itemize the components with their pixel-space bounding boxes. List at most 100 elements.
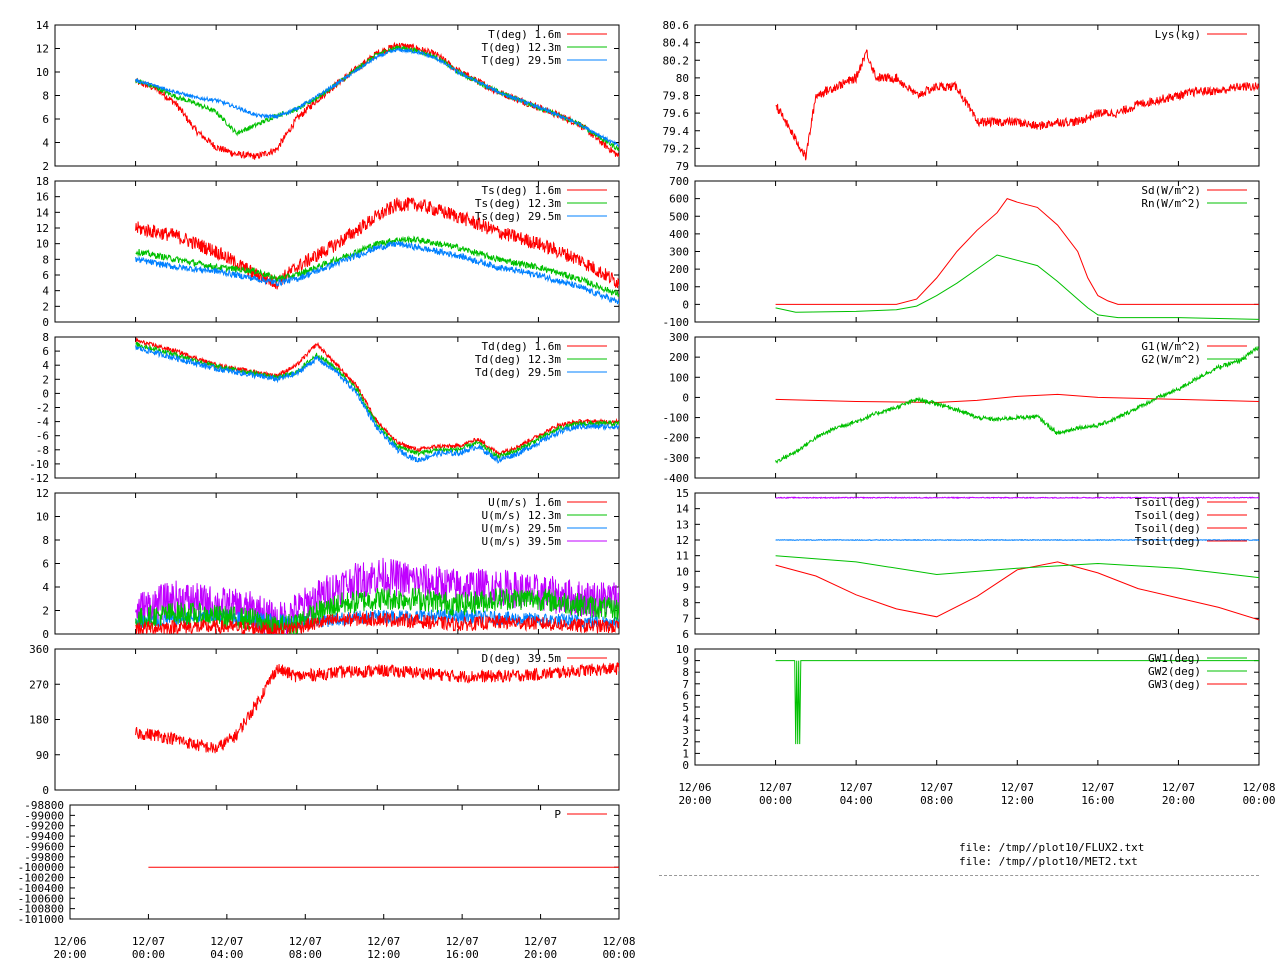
legend-label: G2(W/m^2) (1141, 353, 1201, 366)
x-tick-label-date: 12/07 (759, 781, 792, 794)
plot-frame (69, 804, 620, 920)
y-tick-label: 2 (42, 373, 49, 386)
y-tick-label: 80.2 (663, 54, 690, 67)
legend-label: D(deg) 39.5m (482, 652, 562, 665)
chart-tsoil: 6789101112131415Tsoil(deg)Tsoil(deg)Tsoi… (676, 487, 1260, 641)
series-line-red (775, 49, 1259, 161)
y-tick-label: 1 (682, 747, 689, 760)
y-tick-label: 11 (676, 550, 689, 563)
chart-rad: -100 0 100 200 300 400 500 600 700 Sd(W/m^2)Rn(W/… (663, 175, 1260, 329)
plot-frame (694, 336, 1260, 479)
y-tick-label: 8 (42, 90, 49, 103)
y-tick-label: 100 (669, 281, 689, 294)
y-tick-label: 600 (669, 193, 689, 206)
y-tick-label: 14 (36, 19, 50, 32)
y-tick-label: 10 (36, 66, 49, 79)
legend-label: T(deg) 12.3m (482, 41, 562, 54)
legend-label: Ts(deg) 1.6m (482, 184, 562, 197)
y-tick-label: 6 (42, 345, 49, 358)
y-tick-label: 400 (669, 228, 689, 241)
y-tick-label: -100000 (18, 861, 64, 874)
legend-label: GW3(deg) (1148, 678, 1201, 691)
legend-label: Ts(deg) 29.5m (475, 210, 561, 223)
y-tick-label: 13 (676, 518, 689, 531)
x-tick-label-time: 20:00 (1162, 794, 1195, 807)
x-tick-label-time: 04:00 (210, 948, 243, 960)
series-line-green (775, 660, 1259, 745)
y-tick-label: 80 (676, 72, 689, 85)
x-tick-label-time: 16:00 (1081, 794, 1114, 807)
x-tick-label-date: 12/07 (367, 935, 400, 948)
series-line-purple (775, 496, 1259, 500)
y-tick-label: -100400 (18, 882, 64, 895)
x-tick-label-date: 12/07 (210, 935, 243, 948)
series-line-green (135, 587, 619, 634)
series-line-red (135, 662, 619, 754)
y-tick-label: 3 (682, 724, 689, 737)
y-tick-label: 4 (42, 285, 49, 298)
legend-label: GW2(deg) (1148, 665, 1201, 678)
legend-label: Tsoil(deg) (1135, 509, 1201, 522)
file-label-met: file: /tmp//plot10/MET2.txt (959, 855, 1138, 868)
x-tick-label-date: 12/07 (840, 781, 873, 794)
series-line-green (135, 341, 619, 460)
chart-lys: 79 79.2 79.4 79.6 79.8 80 80.2 80.4 80.6 Lys(kg) (663, 19, 1260, 173)
x-tick-label-date: 12/07 (1081, 781, 1114, 794)
y-tick-label: -200 (663, 432, 690, 445)
x-tick-label-date: 12/06 (678, 781, 711, 794)
y-tick-label: 2 (42, 300, 49, 313)
y-tick-label: 5 (682, 701, 689, 714)
y-tick-label: 300 (669, 331, 689, 344)
y-tick-label: 700 (669, 175, 689, 188)
y-tick-label: -99400 (24, 830, 64, 843)
series-line-red (135, 337, 619, 457)
plot-frame (694, 492, 1260, 635)
x-tick-label-date: 12/06 (53, 935, 86, 948)
x-tick-label-time: 00:00 (132, 948, 165, 960)
legend-label: GW1(deg) (1148, 652, 1201, 665)
chart-p: -101000-100800-100600-100400-100200-1000… (18, 799, 636, 960)
y-tick-label: 4 (42, 137, 49, 150)
series-line-green (135, 235, 619, 297)
y-tick-label: 200 (669, 351, 689, 364)
y-tick-label: 2 (682, 736, 689, 749)
chart-d: 0 90 180 270 360 D(deg) 39.5m (29, 643, 620, 797)
legend-label: Sd(W/m^2) (1141, 184, 1201, 197)
x-tick-label-time: 20:00 (53, 948, 86, 960)
y-tick-label: 14 (676, 503, 690, 516)
y-tick-label: -10 (29, 458, 49, 471)
y-tick-label: 0 (42, 628, 49, 641)
x-tick-label-date: 12/07 (1162, 781, 1195, 794)
y-tick-label: 7 (682, 612, 689, 625)
legend-label: Tsoil(deg) (1135, 522, 1201, 535)
legend-label: Td(deg) 12.3m (475, 353, 561, 366)
y-tick-label: 4 (682, 713, 689, 726)
y-tick-label: 10 (36, 238, 49, 251)
series-line-blue (135, 47, 619, 147)
x-tick-label-time: 04:00 (840, 794, 873, 807)
y-tick-label: -99800 (24, 851, 64, 864)
y-tick-label: 12 (676, 534, 689, 547)
y-tick-label: 7 (682, 678, 689, 691)
y-tick-label: 14 (36, 206, 50, 219)
y-tick-label: 6 (42, 113, 49, 126)
y-tick-label: 12 (36, 222, 49, 235)
series-group (775, 49, 1259, 161)
y-tick-label: -100200 (18, 872, 64, 885)
y-tick-label: -6 (36, 430, 49, 443)
y-tick-label: -100 (663, 316, 690, 329)
y-tick-label: -300 (663, 452, 690, 465)
x-tick-label-time: 12:00 (1001, 794, 1034, 807)
file-label-flux: file: /tmp//plot10/FLUX2.txt (959, 841, 1145, 854)
x-tick-label-date: 12/08 (602, 935, 635, 948)
y-tick-label: 180 (29, 714, 49, 727)
y-tick-label: 8 (42, 253, 49, 266)
x-tick-label-time: 08:00 (920, 794, 953, 807)
y-tick-label: 0 (42, 316, 49, 329)
series-line-red (135, 197, 619, 290)
y-tick-label: 9 (682, 655, 689, 668)
y-tick-label: -99000 (24, 809, 64, 822)
x-tick-label-time: 16:00 (446, 948, 479, 960)
